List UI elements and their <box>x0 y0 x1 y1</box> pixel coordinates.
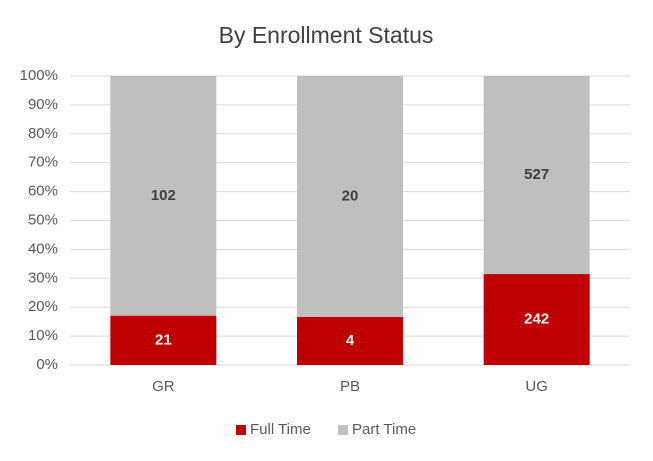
bar-segment <box>483 274 590 365</box>
x-tick-label: GR <box>152 378 175 395</box>
data-label: 527 <box>524 166 549 183</box>
y-tick-label: 30% <box>28 269 58 286</box>
legend-swatch <box>236 425 246 435</box>
y-tick-label: 10% <box>28 327 58 344</box>
y-tick-label: 100% <box>20 67 58 84</box>
x-tick-label: PB <box>340 378 360 395</box>
bar-segment <box>297 76 403 317</box>
y-tick-label: 40% <box>28 240 58 257</box>
y-tick-label: 50% <box>28 211 58 228</box>
y-tick-label: 60% <box>28 183 58 200</box>
bar-segment <box>483 76 590 275</box>
y-tick-label: 0% <box>36 356 58 373</box>
y-tick-label: 90% <box>28 96 58 113</box>
legend-label: Full Time <box>250 421 311 438</box>
y-tick-label: 70% <box>28 154 58 171</box>
bar-segment <box>297 316 403 365</box>
data-label: 242 <box>524 310 549 327</box>
legend-swatch <box>338 425 348 435</box>
data-label: 102 <box>151 187 176 204</box>
y-tick-label: 20% <box>28 298 58 315</box>
y-tick-label: 80% <box>28 125 58 142</box>
bar-segment <box>110 315 217 365</box>
data-label: 21 <box>155 331 172 348</box>
x-tick-label: UG <box>525 378 548 395</box>
legend-label: Part Time <box>352 421 416 438</box>
data-label: 4 <box>346 332 355 349</box>
data-label: 20 <box>342 187 359 204</box>
bar-segment <box>110 76 217 316</box>
chart-title: By Enrollment Status <box>219 22 434 48</box>
